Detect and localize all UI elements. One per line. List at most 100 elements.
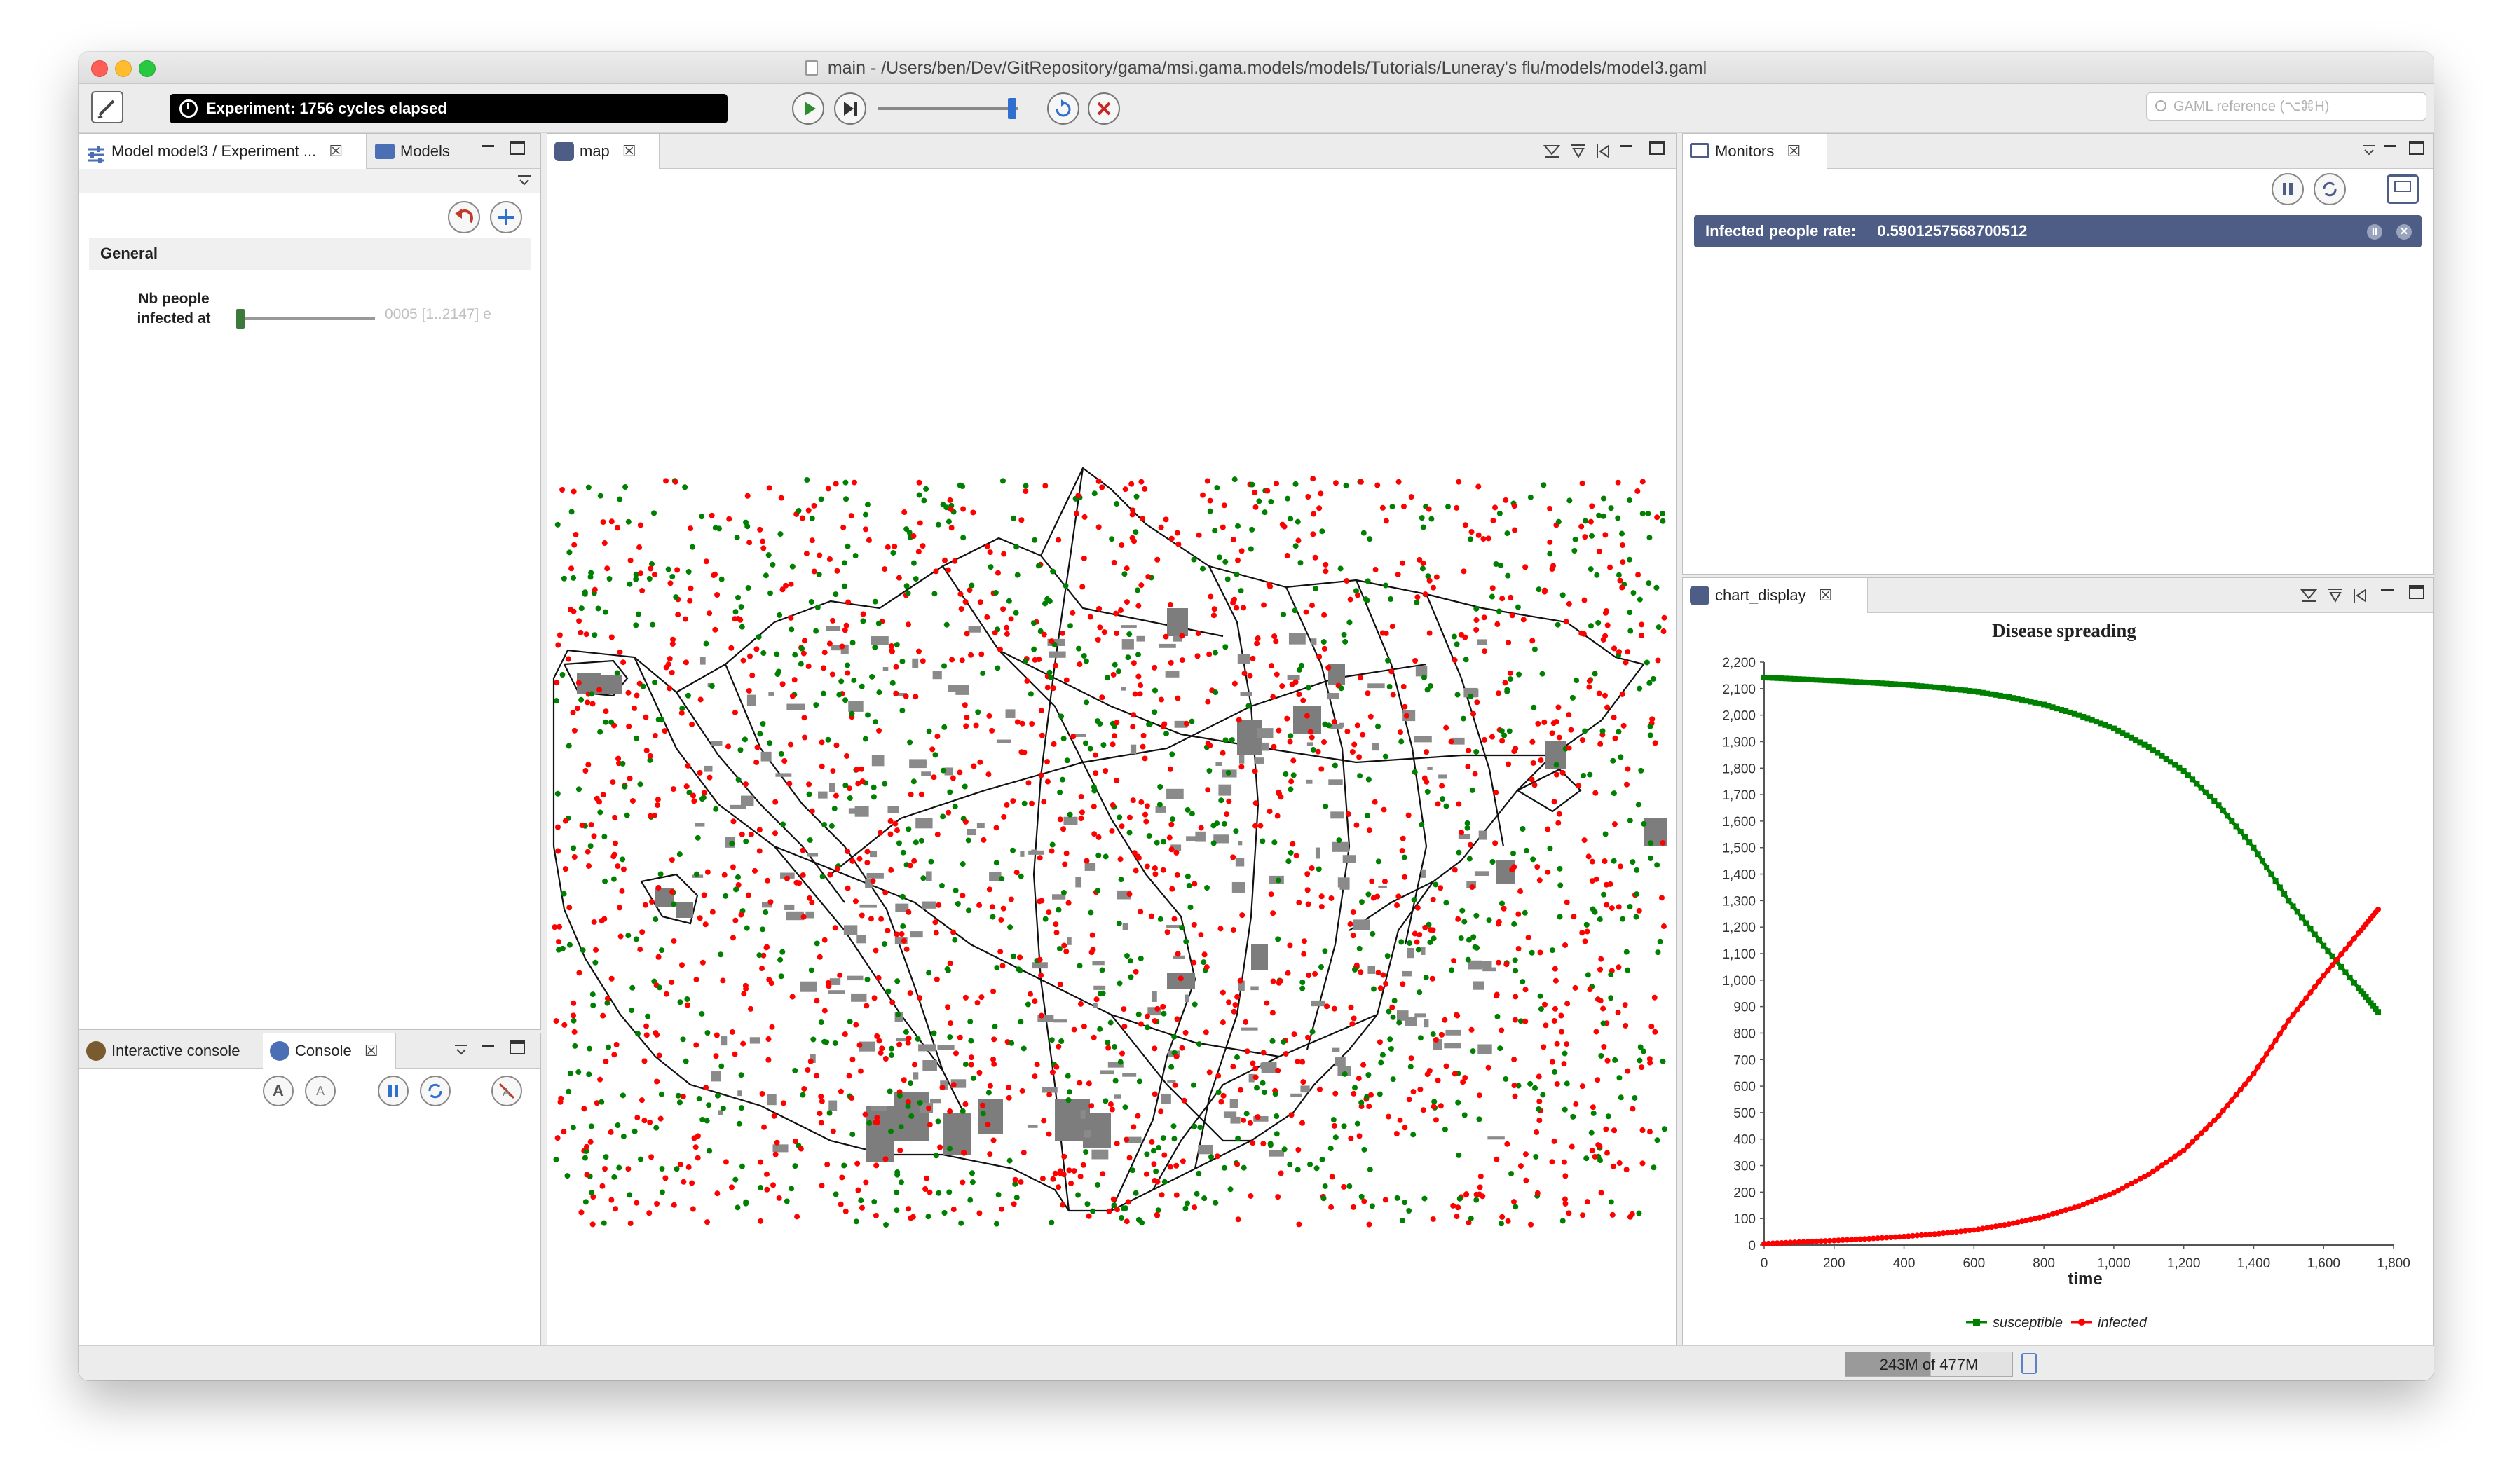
speed-slider-knob[interactable] <box>1008 98 1016 119</box>
zoom-window-button[interactable] <box>139 60 156 77</box>
susceptible-person <box>718 576 725 582</box>
infected-person <box>937 1144 943 1150</box>
building <box>912 658 919 668</box>
tab-models[interactable]: Models <box>368 134 466 169</box>
minimize-icon[interactable] <box>2381 589 2394 591</box>
building <box>1005 709 1016 718</box>
maximize-icon[interactable] <box>2409 141 2424 155</box>
building <box>1237 654 1250 664</box>
tab-interactive-console[interactable]: Interactive console <box>79 1033 263 1069</box>
sync-display-icon[interactable] <box>1569 143 1588 160</box>
clear-console-button[interactable]: A <box>491 1076 522 1106</box>
tab-monitors[interactable]: Monitors ☒ <box>1683 134 1827 169</box>
infected-person <box>1039 1176 1046 1182</box>
maximize-icon[interactable] <box>1649 141 1665 155</box>
toggle-toolbar-icon[interactable] <box>2351 587 2370 604</box>
close-tab-icon[interactable]: ☒ <box>329 142 343 160</box>
minimize-icon[interactable] <box>482 145 494 147</box>
collapse-icon[interactable] <box>453 1043 469 1058</box>
series-point-susceptible <box>2290 903 2296 909</box>
susceptible-person <box>1060 889 1067 895</box>
search-icon <box>2155 100 2166 111</box>
close-tab-icon[interactable]: ☒ <box>1818 586 1833 604</box>
close-window-button[interactable] <box>91 60 108 77</box>
gaml-reference-search[interactable]: GAML reference (⌥⌘H) <box>2146 92 2426 121</box>
param-slider-track[interactable] <box>238 317 375 320</box>
map-display[interactable] <box>550 174 1672 1369</box>
infected-person <box>669 640 676 647</box>
section-general[interactable]: General <box>89 238 531 270</box>
minimize-icon[interactable] <box>482 1045 494 1047</box>
pause-monitors-button[interactable] <box>2272 173 2304 205</box>
susceptible-person <box>1031 646 1037 652</box>
sync-console-button[interactable] <box>420 1076 451 1106</box>
monitor-close-icon[interactable]: ✕ <box>2396 224 2412 240</box>
maximize-icon[interactable] <box>510 1040 525 1054</box>
maximize-icon[interactable] <box>510 141 525 155</box>
series-point-infected <box>1866 1235 1872 1242</box>
map-canvas[interactable] <box>550 174 1672 1369</box>
close-tab-icon[interactable]: ☒ <box>622 142 636 160</box>
monitor-pause-icon[interactable]: II <box>2367 224 2382 240</box>
susceptible-person <box>1191 556 1197 563</box>
susceptible-person <box>554 790 561 797</box>
tab-parameters[interactable]: Model model3 / Experiment ... ☒ <box>79 134 367 169</box>
tab-chart-display[interactable]: chart_display ☒ <box>1683 578 1868 613</box>
chart-y-tick-label: 2,000 <box>1722 709 1756 724</box>
disease-chart[interactable]: Disease spreading time susceptible infect… <box>1686 616 2430 1342</box>
param-slider-knob[interactable] <box>236 309 245 329</box>
infected-person <box>1152 1045 1158 1052</box>
minimize-window-button[interactable] <box>115 60 132 77</box>
infected-person <box>1140 743 1146 750</box>
maximize-icon[interactable] <box>2409 585 2424 599</box>
building <box>1288 633 1306 645</box>
revert-parameters-button[interactable] <box>448 201 480 233</box>
increase-font-button[interactable]: A <box>263 1076 294 1106</box>
new-monitor-button[interactable] <box>2387 174 2419 204</box>
building <box>1473 981 1484 990</box>
series-point-infected <box>1979 1225 1986 1232</box>
building <box>1444 1043 1461 1049</box>
infected-person <box>809 900 815 906</box>
collapse-icon[interactable] <box>2361 143 2377 158</box>
sync-monitors-button[interactable] <box>2314 173 2346 205</box>
tab-console[interactable]: Console ☒ <box>263 1033 396 1069</box>
edit-model-button[interactable] <box>91 91 123 123</box>
memory-indicator[interactable]: 243M of 477M <box>1845 1352 2013 1377</box>
tab-map[interactable]: map ☒ <box>547 134 660 169</box>
speed-slider-track[interactable] <box>878 107 1018 110</box>
sync-display-icon[interactable] <box>2326 587 2344 604</box>
infected-person <box>1424 749 1430 755</box>
toggle-toolbar-icon[interactable] <box>1595 143 1613 160</box>
play-button[interactable] <box>792 92 824 125</box>
infected-person <box>819 1098 825 1104</box>
building <box>1468 960 1482 970</box>
susceptible-person <box>679 706 685 712</box>
close-tab-icon[interactable]: ☒ <box>1787 142 1801 160</box>
minimize-icon[interactable] <box>1620 145 1632 147</box>
pause-console-button[interactable] <box>378 1076 409 1106</box>
trash-icon[interactable] <box>2021 1353 2037 1374</box>
add-parameter-button[interactable] <box>490 201 522 233</box>
infected-person <box>960 893 966 899</box>
susceptible-person <box>1646 680 1653 686</box>
infected-person <box>1431 1104 1437 1110</box>
infected-person <box>1542 587 1548 593</box>
stop-button[interactable] <box>1088 92 1120 125</box>
susceptible-person <box>1285 858 1292 865</box>
display-menu-icon[interactable] <box>2300 587 2318 604</box>
susceptible-person <box>566 942 573 948</box>
monitor-infected-rate[interactable]: Infected people rate: 0.5901257568700512… <box>1694 215 2422 247</box>
display-menu-icon[interactable] <box>1543 143 1561 160</box>
road <box>1285 586 1351 1050</box>
minimize-icon[interactable] <box>2384 145 2396 147</box>
plus-icon <box>498 209 514 225</box>
collapse-all-icon[interactable] <box>517 173 532 188</box>
susceptible-person <box>1046 669 1053 675</box>
reload-button[interactable] <box>1047 92 1079 125</box>
infected-person <box>1604 1057 1611 1064</box>
close-tab-icon[interactable]: ☒ <box>364 1042 378 1059</box>
decrease-font-button[interactable]: A <box>305 1076 336 1106</box>
step-button[interactable] <box>834 92 866 125</box>
param-value[interactable]: 0005 [1..2147] e <box>385 306 491 322</box>
